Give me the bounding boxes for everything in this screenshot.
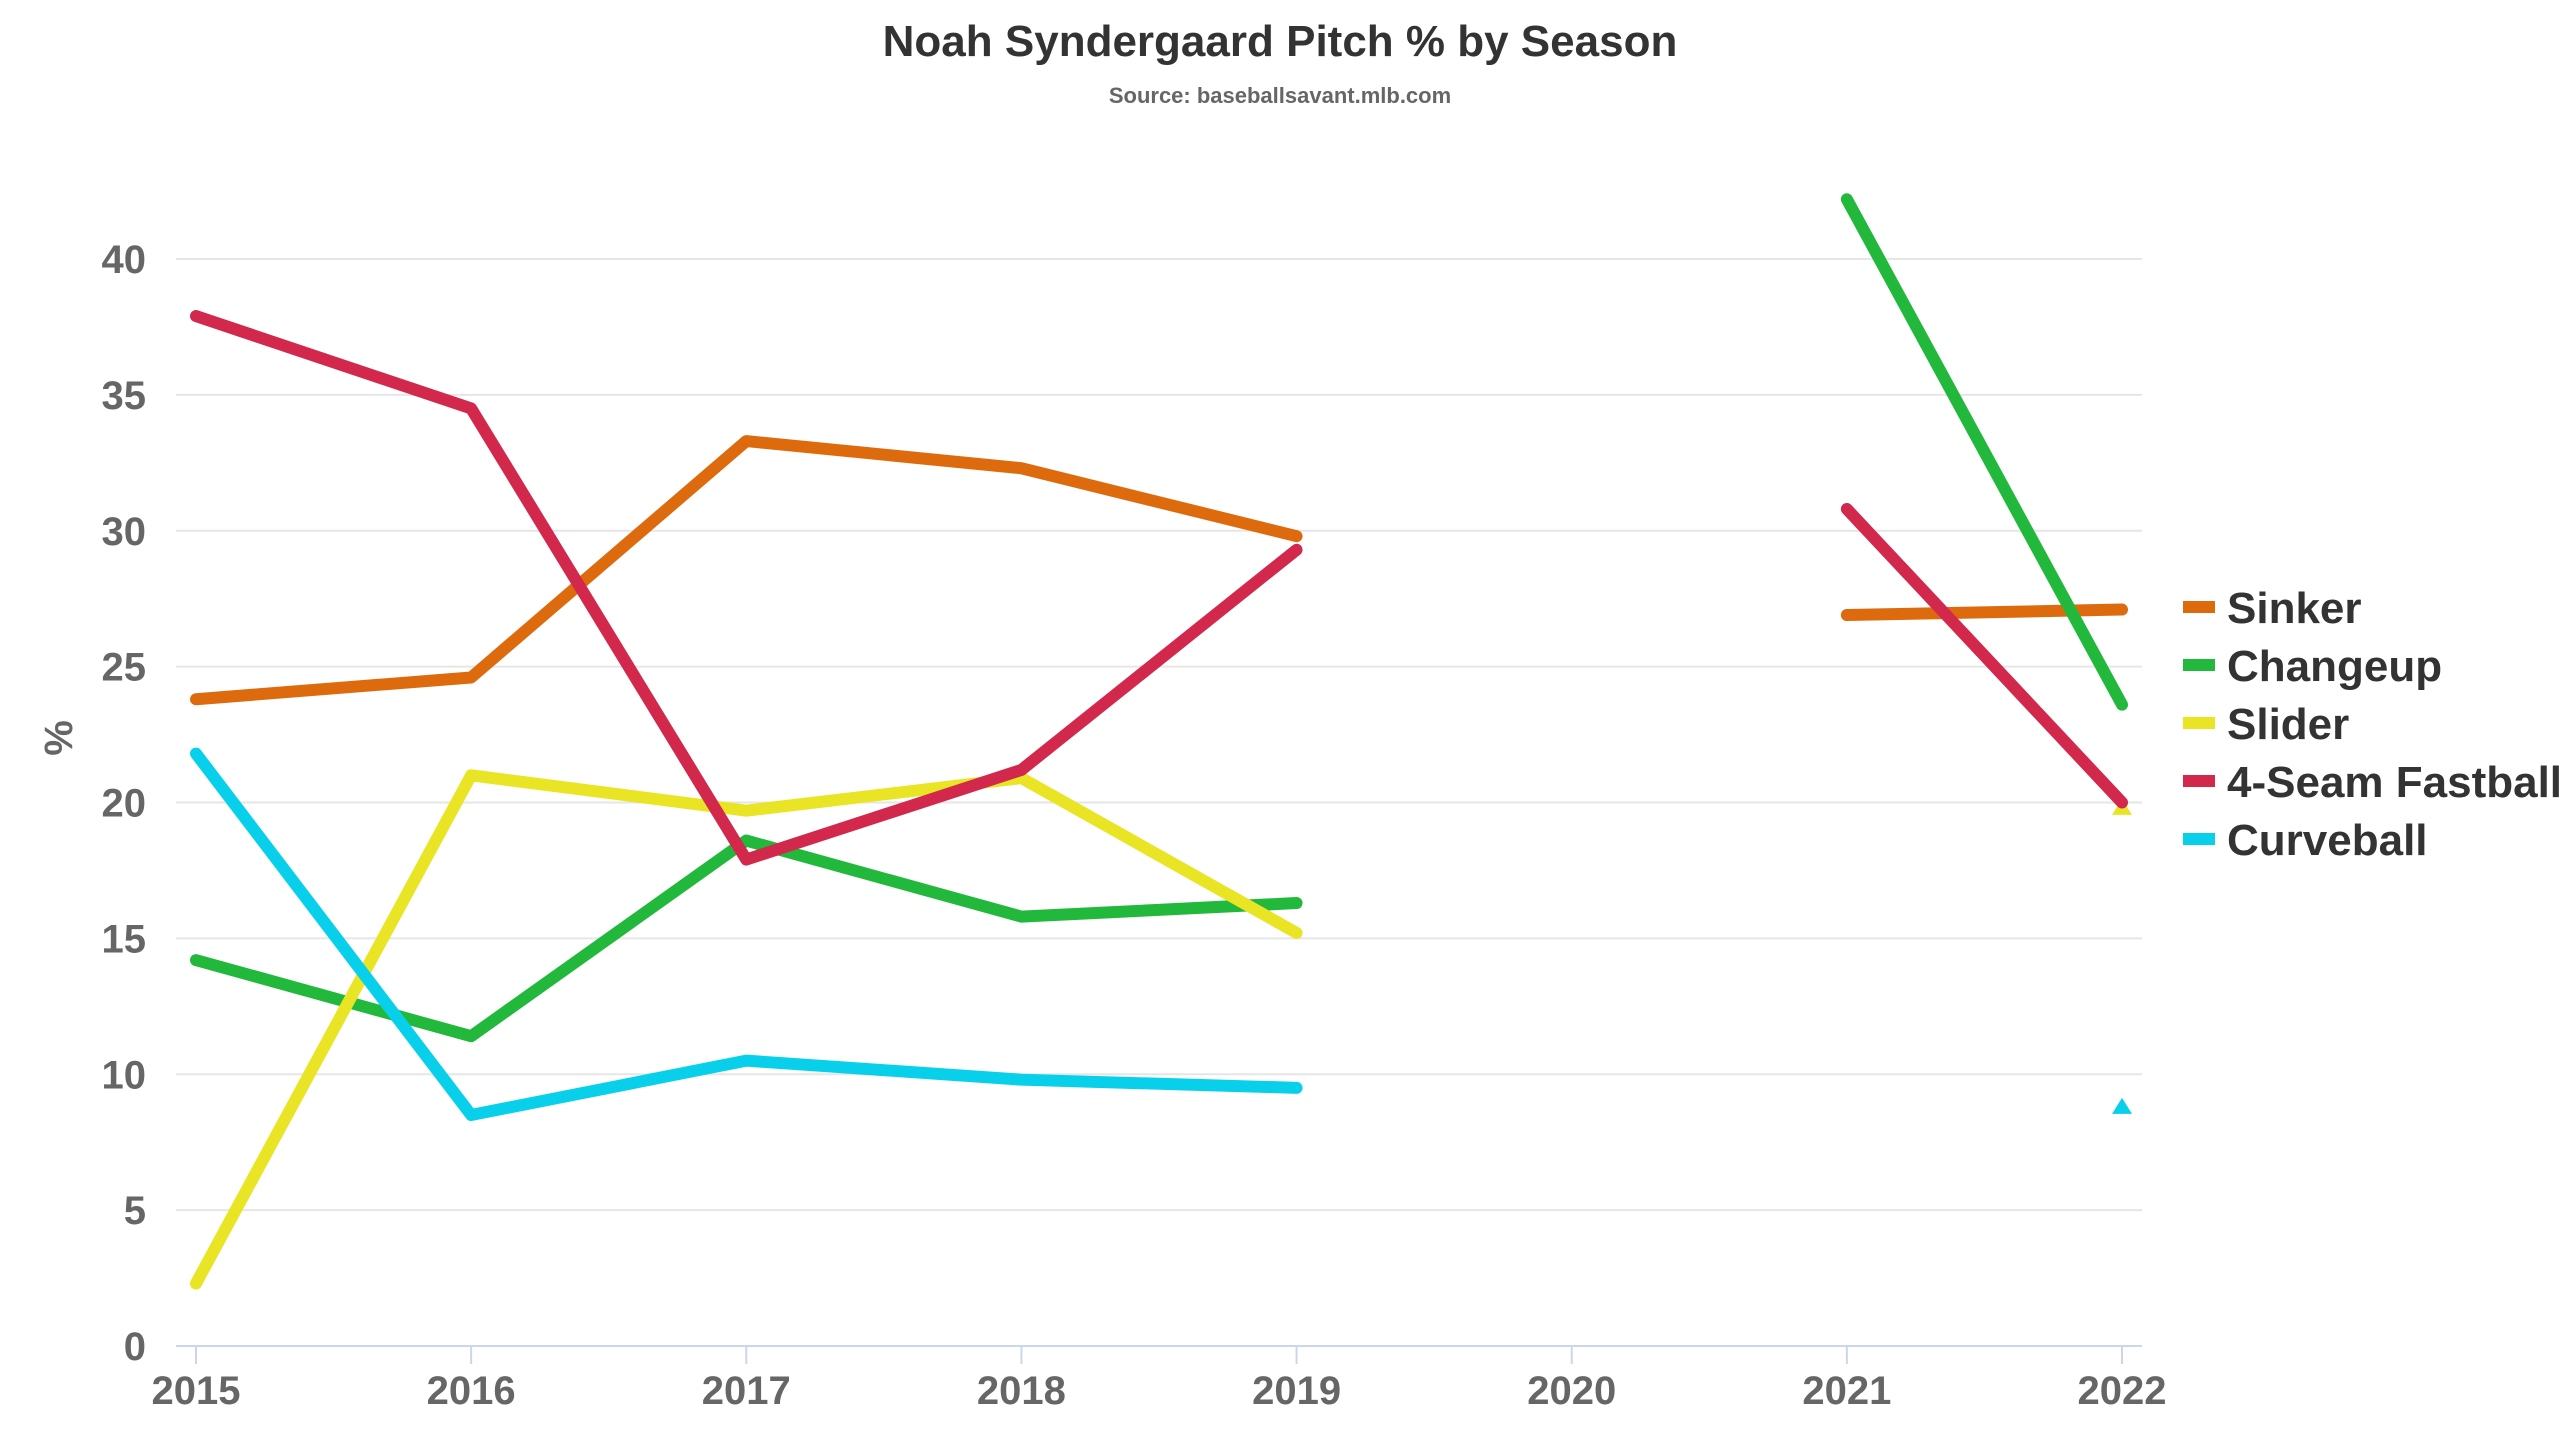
series-changeup[interactable] <box>190 193 2128 1043</box>
legend-item[interactable]: Sinker <box>2183 584 2362 633</box>
x-tick-label: 2016 <box>427 1369 516 1413</box>
legend-item[interactable]: Changeup <box>2183 642 2442 691</box>
legend-label: 4-Seam Fastball <box>2227 758 2560 807</box>
y-tick-label: 0 <box>124 1325 146 1369</box>
series-line-segment[interactable] <box>190 747 1303 1122</box>
y-tick-label: 30 <box>102 510 147 554</box>
x-tick-label: 2022 <box>2078 1369 2167 1413</box>
legend-label: Sinker <box>2227 584 2362 633</box>
series-line-segment[interactable] <box>1840 193 2128 711</box>
chart-subtitle: Source: baseballsavant.mlb.com <box>1109 83 1451 108</box>
y-axis-label: % <box>37 720 81 756</box>
x-tick-label: 2017 <box>702 1369 791 1413</box>
y-tick-label: 15 <box>102 917 147 961</box>
series-line-segment[interactable] <box>1840 603 2128 621</box>
data-point-marker[interactable] <box>2112 1097 2132 1114</box>
x-tick-label: 2020 <box>1527 1369 1616 1413</box>
x-tick-label: 2018 <box>977 1369 1066 1413</box>
y-tick-label: 40 <box>102 238 147 282</box>
y-tick-label: 5 <box>124 1189 146 1233</box>
chart-title: Noah Syndergaard Pitch % by Season <box>883 17 1678 66</box>
series-curveball[interactable] <box>190 747 2132 1122</box>
x-tick-label: 2021 <box>1802 1369 1891 1413</box>
x-axis-ticks: 2015 2016 2017 2018 2019 2020 2021 2022 <box>152 1346 2167 1413</box>
x-tick-label: 2015 <box>152 1369 241 1413</box>
series-line-segment[interactable] <box>190 769 1303 1290</box>
series-line-segment[interactable] <box>1840 503 2128 809</box>
y-axis-ticks: 0 5 10 15 20 25 30 35 40 <box>102 238 147 1369</box>
series-line-segment[interactable] <box>190 310 1303 866</box>
legend-item[interactable]: Slider <box>2183 700 2349 749</box>
series-line-segment[interactable] <box>190 435 1303 706</box>
x-tick-label: 2019 <box>1252 1369 1341 1413</box>
legend-label: Curveball <box>2227 816 2428 865</box>
y-tick-label: 10 <box>102 1053 147 1097</box>
series-line-segment[interactable] <box>190 834 1303 1043</box>
gridlines <box>176 258 2142 1212</box>
legend-item[interactable]: 4-Seam Fastball <box>2183 758 2560 807</box>
y-tick-label: 20 <box>102 782 147 826</box>
legend-item[interactable]: Curveball <box>2183 816 2428 865</box>
series-layer <box>190 193 2132 1290</box>
y-tick-label: 25 <box>102 646 147 690</box>
legend[interactable]: Sinker Changeup Slider 4-Seam Fastball Curve… <box>2183 584 2560 865</box>
legend-label: Changeup <box>2227 642 2442 691</box>
series-4-seam-fastball[interactable] <box>190 310 2128 866</box>
y-tick-label: 35 <box>102 374 147 418</box>
legend-label: Slider <box>2227 700 2349 749</box>
